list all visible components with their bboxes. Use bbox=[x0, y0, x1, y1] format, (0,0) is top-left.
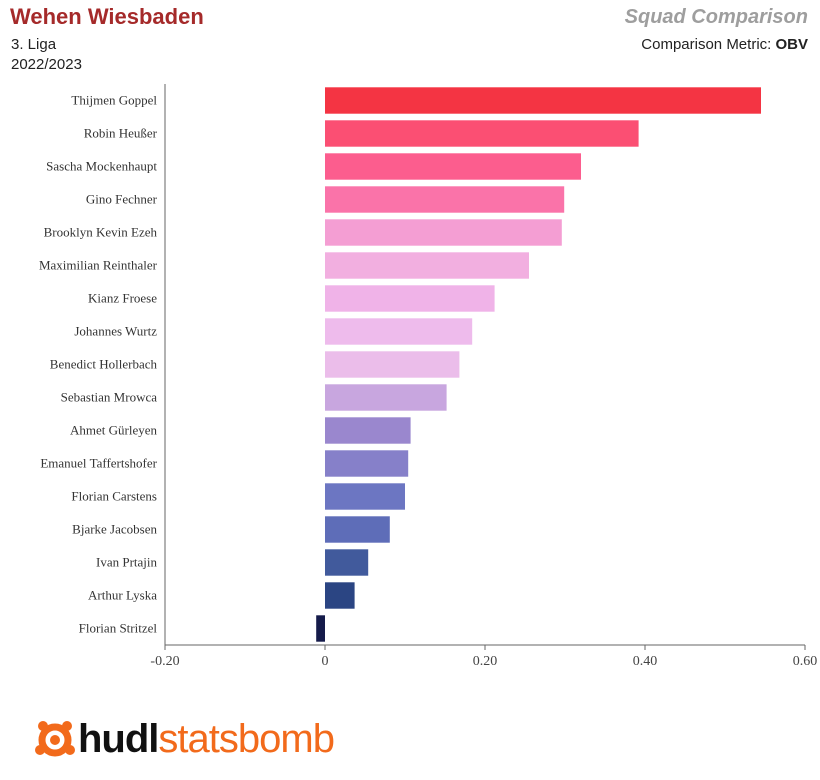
player-label-10: Ahmet Gürleyen bbox=[70, 423, 158, 438]
bar-14 bbox=[325, 549, 369, 576]
bar-1 bbox=[325, 120, 639, 147]
bar-2 bbox=[325, 153, 581, 180]
bar-11 bbox=[325, 450, 409, 477]
x-tick-label-2: 0.20 bbox=[473, 654, 498, 669]
player-label-11: Emanuel Taffertshofer bbox=[40, 456, 157, 471]
bar-4 bbox=[325, 219, 562, 246]
statsbomb-logo: hudl statsbomb bbox=[32, 714, 335, 764]
player-label-4: Brooklyn Kevin Ezeh bbox=[44, 225, 158, 240]
player-label-7: Johannes Wurtz bbox=[74, 324, 157, 339]
bar-12 bbox=[325, 483, 405, 510]
player-label-0: Thijmen Goppel bbox=[71, 93, 157, 108]
bar-6 bbox=[325, 285, 495, 312]
player-label-16: Florian Stritzel bbox=[79, 621, 158, 636]
bar-5 bbox=[325, 252, 529, 279]
bar-3 bbox=[325, 186, 565, 213]
x-tick-label-3: 0.40 bbox=[633, 654, 658, 669]
player-label-12: Florian Carstens bbox=[71, 489, 157, 504]
player-label-5: Maximilian Reinthaler bbox=[39, 258, 158, 273]
bar-8 bbox=[325, 351, 460, 378]
bar-13 bbox=[325, 516, 390, 543]
player-label-3: Gino Fechner bbox=[86, 192, 158, 207]
bar-10 bbox=[325, 417, 411, 444]
player-labels-group: Thijmen Goppel Robin Heußer Sascha Mockenh… bbox=[39, 93, 158, 636]
logo-hudl-text: hudl bbox=[78, 717, 159, 761]
player-label-15: Arthur Lyska bbox=[88, 588, 157, 603]
squad-comparison-chart: Thijmen Goppel Robin Heußer Sascha Mockenh… bbox=[39, 84, 817, 669]
bar-9 bbox=[325, 384, 447, 411]
report-title: Squad Comparison bbox=[624, 6, 808, 28]
player-label-6: Kianz Froese bbox=[88, 291, 157, 306]
player-label-13: Bjarke Jacobsen bbox=[72, 522, 157, 537]
player-label-14: Ivan Prtajin bbox=[96, 555, 158, 570]
player-label-8: Benedict Hollerbach bbox=[50, 357, 158, 372]
bar-15 bbox=[325, 582, 355, 609]
metric-label: Comparison Metric: bbox=[641, 36, 776, 53]
season-label: 2022/2023 bbox=[11, 56, 82, 73]
league-label: 3. Liga bbox=[11, 36, 57, 53]
player-label-2: Sascha Mockenhaupt bbox=[46, 159, 157, 174]
x-tick-label-4: 0.60 bbox=[793, 654, 818, 669]
x-tick-label-0: -0.20 bbox=[150, 654, 179, 669]
logo-statsbomb-text: statsbomb bbox=[158, 717, 335, 761]
comparison-metric: Comparison Metric: OBV bbox=[641, 36, 808, 53]
player-label-1: Robin Heußer bbox=[84, 126, 158, 141]
x-axis: -0.20 0 0.20 0.40 0.60 bbox=[150, 84, 817, 669]
statsbomb-logo-icon bbox=[35, 721, 75, 757]
bar-7 bbox=[325, 318, 473, 345]
bar-16 bbox=[316, 615, 325, 642]
player-label-9: Sebastian Mrowca bbox=[61, 390, 158, 405]
x-tick-label-1: 0 bbox=[322, 654, 329, 669]
team-title: Wehen Wiesbaden bbox=[10, 4, 204, 29]
bar-0 bbox=[325, 87, 761, 114]
metric-value: OBV bbox=[775, 36, 808, 53]
bars-group bbox=[316, 87, 761, 642]
